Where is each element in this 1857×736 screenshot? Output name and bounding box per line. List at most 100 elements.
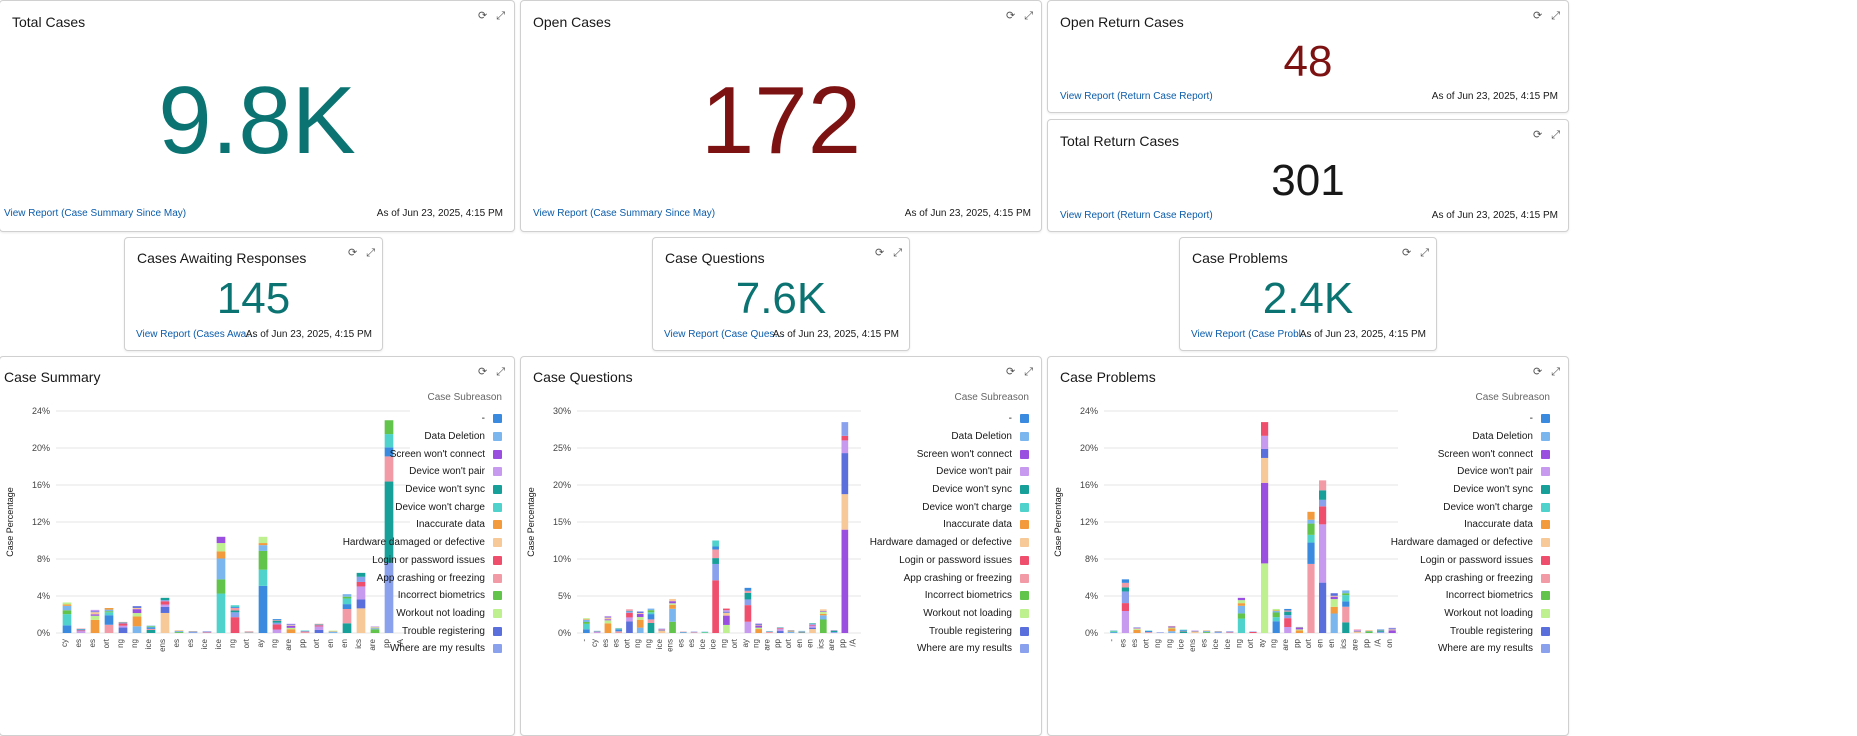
legend-item[interactable]: Device won't pair bbox=[340, 463, 502, 481]
bar-stack bbox=[301, 630, 310, 633]
legend-item[interactable]: Login or password issues bbox=[1388, 552, 1550, 570]
refresh-icon[interactable]: ⟳ bbox=[1533, 129, 1542, 141]
legend-item[interactable]: Where are my results bbox=[867, 640, 1029, 658]
bar-stack bbox=[691, 632, 698, 633]
legend-item[interactable]: App crashing or freezing bbox=[1388, 569, 1550, 587]
x-tick-label: are bbox=[762, 638, 771, 650]
legend-item[interactable]: Incorrect biometrics bbox=[340, 587, 502, 605]
legend-item[interactable]: Screen won't connect bbox=[1388, 445, 1550, 463]
legend-swatch bbox=[493, 591, 502, 600]
expand-icon[interactable]: ⤢ bbox=[893, 247, 902, 259]
bar-segment bbox=[273, 623, 282, 625]
legend-item[interactable]: Trouble registering bbox=[1388, 622, 1550, 640]
open-return-cases-value: 48 bbox=[1048, 37, 1568, 87]
view-report-link[interactable]: View Report (Case Summary Since May) bbox=[4, 208, 186, 219]
legend-item[interactable]: Hardware damaged or defective bbox=[340, 534, 502, 552]
legend-item[interactable]: Device won't charge bbox=[867, 498, 1029, 516]
refresh-icon[interactable]: ⟳ bbox=[1006, 10, 1015, 22]
bar-segment bbox=[788, 632, 795, 633]
legend-item[interactable]: Trouble registering bbox=[340, 622, 502, 640]
legend-item[interactable]: Login or password issues bbox=[867, 552, 1029, 570]
legend-item[interactable]: Inaccurate data bbox=[867, 516, 1029, 534]
y-tick-label: 24% bbox=[32, 406, 50, 416]
bar-segment bbox=[637, 628, 644, 633]
legend-item-label: Device won't charge bbox=[922, 502, 1012, 513]
bar-segment bbox=[133, 613, 142, 616]
expand-icon[interactable]: ⤢ bbox=[1551, 366, 1560, 378]
bar-segment bbox=[702, 632, 709, 633]
legend-item[interactable]: Where are my results bbox=[340, 640, 502, 658]
legend-item[interactable]: Data Deletion bbox=[340, 428, 502, 446]
bar-segment bbox=[1273, 611, 1280, 612]
view-report-link[interactable]: View Report (Case Problems ... bbox=[1191, 329, 1313, 340]
legend-item[interactable]: Workout not loading bbox=[340, 605, 502, 623]
bar-stack bbox=[626, 609, 633, 633]
legend-item[interactable]: - bbox=[1388, 410, 1550, 428]
legend-swatch bbox=[1020, 556, 1029, 565]
expand-icon[interactable]: ⤢ bbox=[1024, 10, 1033, 22]
legend-item[interactable]: Device won't sync bbox=[867, 481, 1029, 499]
card-controls: ⟳ ⤢ bbox=[1006, 366, 1033, 378]
legend-item[interactable]: Workout not loading bbox=[1388, 605, 1550, 623]
legend-item[interactable]: Device won't sync bbox=[340, 481, 502, 499]
legend-item[interactable]: Incorrect biometrics bbox=[1388, 587, 1550, 605]
legend-item[interactable]: Hardware damaged or defective bbox=[1388, 534, 1550, 552]
legend-item[interactable]: Screen won't connect bbox=[867, 445, 1029, 463]
legend-item[interactable]: Screen won't connect bbox=[340, 445, 502, 463]
legend-item[interactable]: Workout not loading bbox=[867, 605, 1029, 623]
bar-segment bbox=[273, 630, 282, 633]
bar-segment bbox=[583, 620, 590, 622]
legend-item[interactable]: Device won't pair bbox=[1388, 463, 1550, 481]
legend-item-label: Device won't pair bbox=[409, 466, 485, 477]
bar-segment bbox=[1168, 631, 1175, 633]
view-report-link[interactable]: View Report (Cases Awaiting ... bbox=[136, 329, 258, 340]
view-report-link[interactable]: View Report (Return Case Report) bbox=[1060, 91, 1213, 102]
legend-item[interactable]: Incorrect biometrics bbox=[867, 587, 1029, 605]
refresh-icon[interactable]: ⟳ bbox=[1533, 366, 1542, 378]
legend-item[interactable]: App crashing or freezing bbox=[340, 569, 502, 587]
bar-segment bbox=[712, 558, 719, 564]
view-report-link[interactable]: View Report (Case Questions ... bbox=[664, 329, 786, 340]
refresh-icon[interactable]: ⟳ bbox=[875, 247, 884, 259]
expand-icon[interactable]: ⤢ bbox=[1420, 247, 1429, 259]
legend-item[interactable]: App crashing or freezing bbox=[867, 569, 1029, 587]
expand-icon[interactable]: ⤢ bbox=[496, 10, 505, 22]
bar-segment bbox=[745, 599, 752, 605]
refresh-icon[interactable]: ⟳ bbox=[348, 247, 357, 259]
bar-stack bbox=[1249, 631, 1256, 633]
expand-icon[interactable]: ⤢ bbox=[366, 247, 375, 259]
legend-item[interactable]: Inaccurate data bbox=[340, 516, 502, 534]
bar-segment bbox=[669, 609, 676, 622]
legend-item-label: Hardware damaged or defective bbox=[870, 537, 1012, 548]
legend-item[interactable]: Hardware damaged or defective bbox=[867, 534, 1029, 552]
expand-icon[interactable]: ⤢ bbox=[1551, 129, 1560, 141]
view-report-link[interactable]: View Report (Return Case Report) bbox=[1060, 210, 1213, 221]
refresh-icon[interactable]: ⟳ bbox=[1006, 366, 1015, 378]
legend-item[interactable]: Trouble registering bbox=[867, 622, 1029, 640]
legend-item[interactable]: Device won't sync bbox=[1388, 481, 1550, 499]
refresh-icon[interactable]: ⟳ bbox=[478, 10, 487, 22]
legend-item[interactable]: Device won't pair bbox=[867, 463, 1029, 481]
legend-item[interactable]: Data Deletion bbox=[1388, 428, 1550, 446]
x-tick-label: pp bbox=[1362, 638, 1371, 647]
legend-item[interactable]: - bbox=[340, 410, 502, 428]
x-tick-label: pp bbox=[298, 638, 307, 647]
legend-item[interactable]: Data Deletion bbox=[867, 428, 1029, 446]
expand-icon[interactable]: ⤢ bbox=[1024, 366, 1033, 378]
view-report-link[interactable]: View Report (Case Summary Since May) bbox=[533, 208, 715, 219]
legend-item[interactable]: - bbox=[867, 410, 1029, 428]
legend-item[interactable]: Where are my results bbox=[1388, 640, 1550, 658]
legend-item[interactable]: Login or password issues bbox=[340, 552, 502, 570]
legend-item[interactable]: Device won't charge bbox=[340, 498, 502, 516]
bar-stack bbox=[161, 598, 170, 633]
bar-segment bbox=[1191, 631, 1198, 633]
expand-icon[interactable]: ⤢ bbox=[1551, 10, 1560, 22]
legend-item[interactable]: Inaccurate data bbox=[1388, 516, 1550, 534]
bar-segment bbox=[1284, 612, 1291, 616]
refresh-icon[interactable]: ⟳ bbox=[1402, 247, 1411, 259]
refresh-icon[interactable]: ⟳ bbox=[1533, 10, 1542, 22]
expand-icon[interactable]: ⤢ bbox=[496, 366, 505, 378]
legend-item[interactable]: Device won't charge bbox=[1388, 498, 1550, 516]
refresh-icon[interactable]: ⟳ bbox=[478, 366, 487, 378]
bar-segment bbox=[755, 624, 762, 625]
